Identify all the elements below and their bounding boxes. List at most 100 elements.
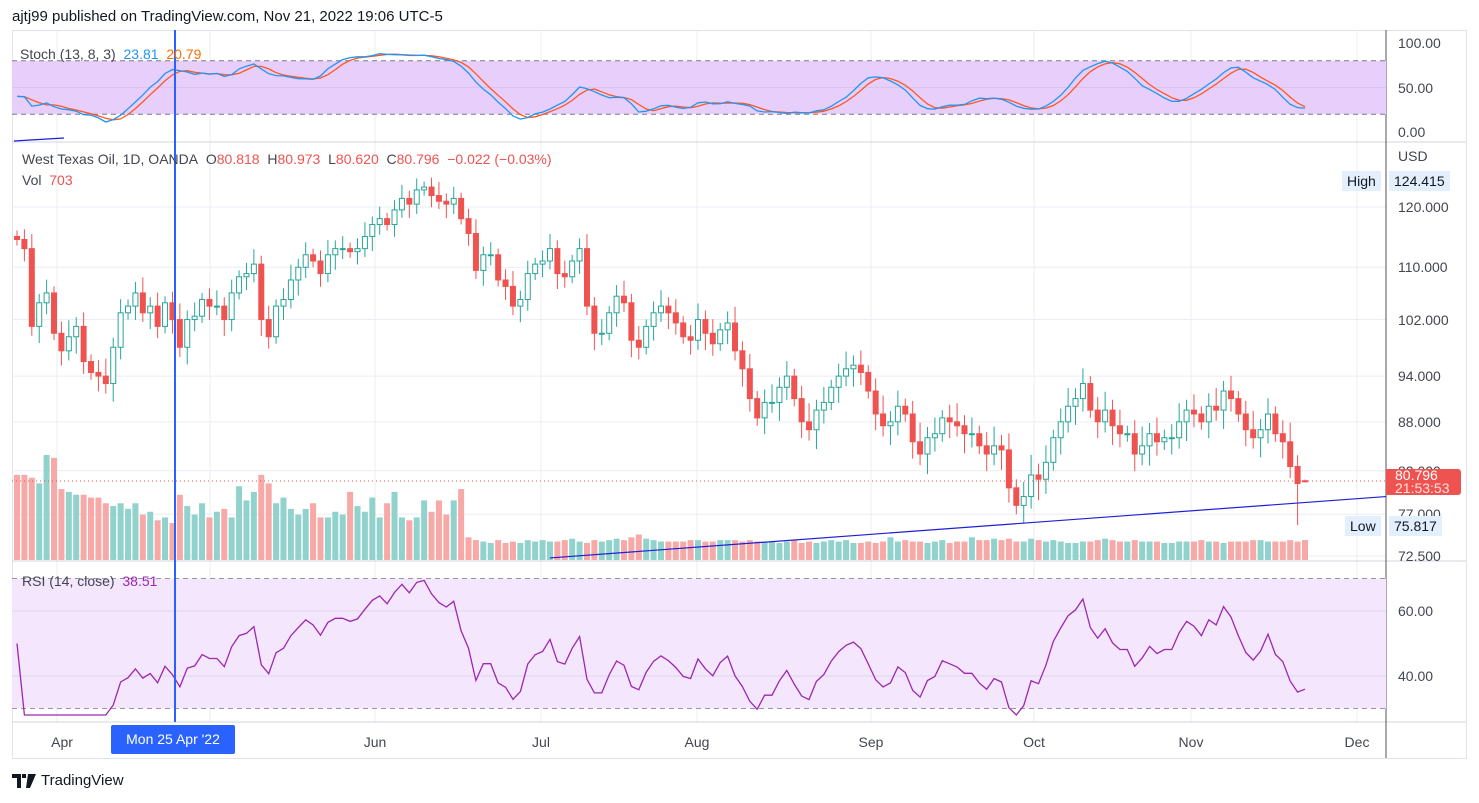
volume-bar (569, 538, 576, 560)
volume-bar (968, 537, 975, 560)
candle-body (125, 305, 132, 314)
volume-bar (287, 508, 294, 560)
volume-bar (680, 541, 687, 560)
change-value: −0.022 (−0.03%) (447, 151, 552, 167)
stoch-legend: Stoch (13, 8, 3) 23.81 20.79 (20, 46, 201, 62)
candle-body (583, 248, 590, 307)
volume-bar (1257, 540, 1264, 560)
volume-bar (1183, 541, 1190, 560)
rsi-legend: RSI (14, close) 38.51 (22, 573, 157, 589)
volume-bar (236, 486, 243, 560)
candle-body (317, 260, 324, 275)
volume-bar (73, 494, 80, 560)
candle-body (243, 273, 250, 278)
candle-body (65, 336, 72, 352)
volume-bar (406, 520, 413, 560)
price-tick: 102.000 (1398, 311, 1449, 328)
candle-body (487, 254, 494, 257)
candle-body (1213, 405, 1220, 411)
volume-bar (102, 503, 109, 560)
candle-body (1161, 437, 1168, 443)
candle-body (435, 195, 442, 202)
volume-bar (280, 497, 287, 560)
candle-body (287, 279, 294, 300)
volume-bar (554, 541, 561, 560)
last-price-label: 80.796 21:53:53 (1386, 468, 1461, 495)
volume-bar (709, 541, 716, 560)
volume-bar (1042, 541, 1049, 560)
volume-bar (65, 491, 72, 560)
candle-body (850, 364, 857, 370)
volume-bar (154, 520, 161, 560)
volume-bar (991, 538, 998, 560)
rsi-tick: 60.00 (1398, 603, 1434, 619)
volume-bar (413, 517, 420, 560)
candle-body (1124, 433, 1131, 436)
price-tick: 88.000 (1398, 413, 1441, 430)
volume-bar (1198, 540, 1205, 560)
volume-bar (147, 511, 154, 560)
candle-body (598, 332, 605, 335)
volume-bar (1272, 541, 1279, 560)
candle-body (199, 298, 206, 317)
volume-bar (1124, 541, 1131, 560)
candle-body (117, 312, 124, 348)
volume-bar (1190, 541, 1197, 560)
volume-bar (532, 541, 539, 560)
chart-frame (12, 30, 1467, 759)
candle-body (894, 405, 901, 423)
volume-bar (14, 474, 20, 560)
rsi-tick: 40.00 (1398, 668, 1434, 684)
price-tick: 72.500 (1398, 548, 1441, 564)
tradingview-logo[interactable]: TradingView (12, 772, 124, 789)
volume-bar (658, 541, 664, 560)
volume-bar (687, 540, 694, 560)
candle-body (132, 292, 139, 307)
volume-bar (339, 514, 346, 560)
candle-body (643, 325, 650, 348)
candle-body (421, 186, 428, 191)
volume-bar (435, 500, 442, 560)
candle-body (820, 401, 827, 411)
month-label: Sep (858, 734, 884, 750)
month-label: Apr (51, 734, 73, 750)
candle-body (428, 186, 435, 197)
candle-body (946, 417, 953, 423)
low-marker-label: Low (1345, 516, 1381, 536)
trendline-segment (13, 137, 65, 142)
candle-body (406, 197, 413, 205)
candle-body (1131, 433, 1138, 455)
volume-bar (317, 517, 324, 560)
volume-bar (502, 542, 509, 560)
candle-body (917, 441, 924, 455)
month-label: Jun (363, 734, 387, 750)
candle-body (391, 209, 398, 226)
candle-body (139, 292, 146, 314)
rsi-band (12, 578, 1386, 709)
candle-body (36, 302, 43, 327)
candle-body (1042, 461, 1049, 480)
stoch-tick: 100.00 (1398, 35, 1441, 51)
close-value: 80.796 (396, 151, 440, 167)
high-value: 80.973 (277, 151, 321, 167)
volume-bar (820, 541, 827, 560)
volume-bar (1057, 541, 1064, 560)
candle-body (1168, 437, 1175, 440)
candle-body (1183, 409, 1190, 423)
volume-bar (1065, 542, 1072, 560)
volume-bar (28, 477, 35, 560)
volume-bar (665, 541, 672, 560)
candle-body (1279, 433, 1286, 443)
volume-bar (51, 457, 58, 560)
volume-bar (1131, 540, 1138, 560)
volume-bar (265, 483, 272, 560)
candle-body (902, 405, 909, 415)
candle-body (443, 200, 450, 205)
candle-body (273, 305, 280, 338)
candle-body (206, 298, 213, 307)
volume-bar (717, 540, 724, 560)
candle-body (798, 398, 805, 423)
candle-body (347, 248, 354, 253)
